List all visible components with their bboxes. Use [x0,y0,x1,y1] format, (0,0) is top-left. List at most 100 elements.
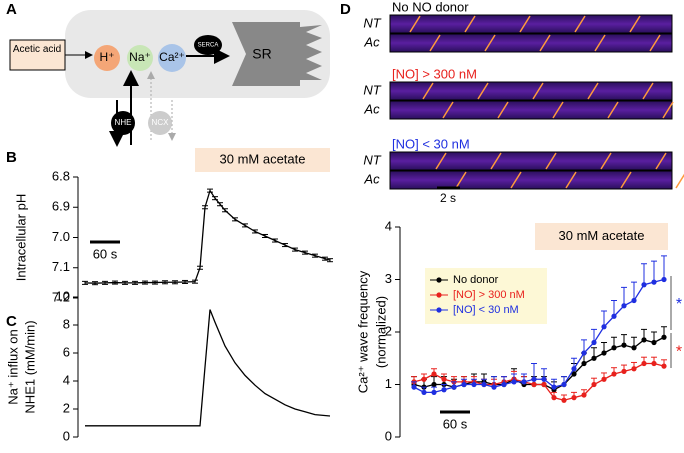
y-tick-label: 7.0 [52,229,70,244]
kymo-row-label: NT [363,15,381,30]
scale-bar-label: 2 s [440,191,456,205]
kymo-row-label: NT [363,152,381,167]
data-point [581,350,587,356]
kymo-wave [600,152,612,170]
data-point [551,395,557,401]
legend-marker [436,277,442,283]
data-point [611,313,617,319]
data-point [661,276,667,283]
panel-label: D [340,1,351,18]
legend-box [425,268,547,324]
data-point [461,381,467,388]
kymo-image [389,33,673,53]
data-point [661,363,667,369]
annotation-box [535,223,668,250]
panel-label: C [6,313,17,330]
annotation: 30 mM acetate [220,151,306,166]
data-point [611,371,617,377]
data-point [501,381,507,388]
y-tick-label: 7.1 [52,259,70,274]
y-tick-label: 4 [385,218,392,233]
kymo-wave [587,82,599,100]
data-point [601,350,607,356]
data-point [561,397,567,403]
data-point [541,381,547,388]
data-point [421,376,427,382]
source-text: Acetic acid [13,44,61,55]
source-box [9,39,66,71]
data-point [441,376,447,382]
kymo-wave [442,101,454,119]
kymo-wave [532,82,544,100]
kymo-row-label: NT [363,82,381,97]
y-tick-label: 7.2 [52,289,70,304]
kymo-wave [539,34,551,52]
data-point [651,279,657,285]
kymo-title: [NO] < 30 nM [392,136,470,151]
kymo-wave [490,152,502,170]
annotation: 30 mM acetate [559,228,645,243]
ion-label: Na⁺ [129,50,151,64]
kymo-title: No NO donor [392,0,469,14]
kymo-wave [675,173,684,189]
y-tick-label: 0 [385,428,392,443]
kymo-image [389,100,673,120]
legend-label: [NO] > 300 nM [453,289,525,301]
y-axis-label: Intracellular pH [13,194,28,281]
y-axis-label: Na⁺ influx on [5,329,20,405]
plots: 6.8 6.9 7.0 7.1 7.2 Intracellular pH 30 mM ace… [5,148,682,443]
y-tick-label: 8 [63,316,70,331]
kymo-wave [552,101,564,119]
data-point [431,381,437,388]
nhe-label: NHE [115,118,132,127]
kymo-row-label: Ac [363,34,380,49]
kymographs: No NO donor NT Ac [NO] > 300 nM NT Ac [NO] < 3… [363,0,684,190]
kymo-wave [545,152,557,170]
data-point [541,376,547,382]
data-point [591,339,597,346]
data-line [84,189,331,284]
data-point [451,384,457,390]
kymo-image [389,170,673,190]
data-point [621,368,627,374]
data-point [601,324,607,330]
kymo-wave [565,171,577,189]
y-axis-label: NHE1 (mM/min) [22,320,37,413]
data-point [531,381,537,388]
data-point [521,379,527,385]
ncx-label: NCX [152,118,170,127]
kymo-title: [NO] > 300 nM [392,66,477,81]
legend-label: [NO] < 30 nM [453,304,519,316]
y-tick-label: 6.8 [52,168,70,183]
kymo-wave [594,34,606,52]
y-axis-label: Ca²⁺ wave frequency [355,270,370,393]
data-point [631,297,637,304]
data-point [631,345,637,351]
significance-mark: * [676,344,682,361]
serca-label: SERCA [198,43,219,49]
kymo-wave [620,171,632,189]
kymo-wave [464,15,476,33]
data-point [471,381,477,388]
scale-bar-label: 60 s [93,246,118,261]
kymo-wave [642,82,654,100]
data-point [641,337,647,343]
data-point [511,379,517,385]
kymo-wave [484,34,496,52]
kymo-wave [435,152,447,170]
y-tick-label: 10 [56,288,70,303]
data-point [581,360,587,367]
ion-h [94,45,120,71]
data-point [651,339,657,346]
data-point [411,384,417,390]
sr-label: SR [252,46,271,62]
y-tick-label: 0 [63,428,70,443]
data-point [621,342,627,348]
kymo-image [389,81,673,101]
data-line [85,309,331,427]
data-point [581,392,587,398]
annotation-box [195,148,330,172]
data-point [481,381,487,388]
legend-label: No donor [453,274,499,286]
data-point [631,366,637,372]
